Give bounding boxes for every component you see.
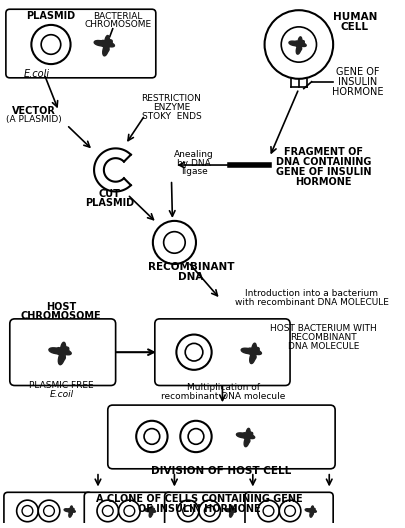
- Circle shape: [38, 500, 60, 522]
- FancyBboxPatch shape: [4, 492, 92, 528]
- Circle shape: [153, 221, 196, 264]
- Text: CHROMOSOME: CHROMOSOME: [84, 21, 151, 30]
- Polygon shape: [94, 35, 114, 56]
- Circle shape: [198, 500, 220, 522]
- Circle shape: [118, 500, 140, 522]
- Text: A CLONE OF CELLS CONTAINING GENE: A CLONE OF CELLS CONTAINING GENE: [95, 494, 301, 504]
- Circle shape: [204, 505, 215, 516]
- Text: PLASMID: PLASMID: [85, 198, 134, 208]
- Circle shape: [17, 500, 38, 522]
- Circle shape: [144, 429, 159, 444]
- Circle shape: [124, 505, 134, 516]
- Circle shape: [102, 505, 113, 516]
- Text: PLASMIC FREE: PLASMIC FREE: [29, 381, 94, 390]
- Circle shape: [163, 232, 185, 253]
- Circle shape: [281, 27, 316, 62]
- Text: ligase: ligase: [180, 167, 207, 176]
- Text: DNA CONTAINING: DNA CONTAINING: [275, 157, 370, 167]
- Polygon shape: [49, 342, 71, 365]
- Text: RECOMBINANT: RECOMBINANT: [289, 333, 356, 342]
- Polygon shape: [144, 506, 155, 517]
- Text: Introduction into a bacterium: Introduction into a bacterium: [245, 289, 377, 298]
- Circle shape: [41, 35, 61, 54]
- Text: HOST BACTERIUM WITH: HOST BACTERIUM WITH: [269, 324, 376, 333]
- Text: (A PLASMID): (A PLASMID): [6, 116, 62, 125]
- Circle shape: [97, 500, 118, 522]
- Circle shape: [136, 421, 167, 452]
- Circle shape: [257, 500, 279, 522]
- Text: ENZYME: ENZYME: [152, 103, 190, 112]
- Text: recombinant DNA molecule: recombinant DNA molecule: [161, 392, 285, 401]
- Text: DIVISION OF HOST CELL: DIVISION OF HOST CELL: [151, 466, 291, 476]
- Text: FRAGMENT OF: FRAGMENT OF: [283, 147, 362, 157]
- Text: HORMONE: HORMONE: [331, 87, 382, 97]
- Text: CUT: CUT: [98, 190, 120, 200]
- Text: GENE OF: GENE OF: [335, 67, 379, 77]
- Text: HORMONE: HORMONE: [294, 177, 351, 187]
- FancyBboxPatch shape: [154, 319, 289, 385]
- Circle shape: [31, 25, 70, 64]
- Text: E.coli: E.coli: [24, 69, 50, 79]
- Circle shape: [279, 500, 300, 522]
- Circle shape: [185, 343, 202, 361]
- FancyBboxPatch shape: [6, 9, 156, 78]
- Polygon shape: [241, 343, 261, 364]
- Text: RESTRICTION: RESTRICTION: [141, 94, 201, 103]
- Text: Anealing: Anealing: [174, 150, 213, 159]
- Circle shape: [176, 335, 211, 370]
- Text: with recombinant DNA MOLECULE: with recombinant DNA MOLECULE: [234, 298, 388, 307]
- Text: GENE OF INSULIN: GENE OF INSULIN: [275, 167, 370, 177]
- Text: PLASMID: PLASMID: [26, 11, 75, 21]
- Text: RECOMBINANT: RECOMBINANT: [147, 262, 234, 272]
- FancyBboxPatch shape: [164, 492, 252, 528]
- FancyBboxPatch shape: [10, 319, 115, 385]
- Text: INSULIN: INSULIN: [337, 77, 376, 87]
- Polygon shape: [305, 506, 315, 517]
- Circle shape: [284, 505, 295, 516]
- Polygon shape: [236, 428, 254, 447]
- Text: VECTOR: VECTOR: [12, 106, 56, 116]
- Text: HOST: HOST: [45, 302, 76, 312]
- Circle shape: [262, 505, 273, 516]
- Text: DNA MOLECULE: DNA MOLECULE: [287, 342, 358, 351]
- Text: HUMAN: HUMAN: [332, 12, 376, 22]
- Text: CHROMOSOME: CHROMOSOME: [20, 311, 101, 321]
- Polygon shape: [64, 506, 75, 517]
- FancyBboxPatch shape: [84, 492, 172, 528]
- Text: CELL: CELL: [340, 22, 368, 32]
- Polygon shape: [94, 148, 130, 192]
- Circle shape: [264, 10, 333, 79]
- Polygon shape: [224, 506, 235, 517]
- Polygon shape: [288, 37, 305, 54]
- FancyBboxPatch shape: [107, 405, 334, 469]
- FancyBboxPatch shape: [244, 492, 333, 528]
- Circle shape: [22, 505, 33, 516]
- Text: Multiplication of: Multiplication of: [186, 383, 259, 392]
- Text: E.coil: E.coil: [49, 390, 74, 399]
- Text: STOKY  ENDS: STOKY ENDS: [141, 111, 201, 120]
- Circle shape: [180, 421, 211, 452]
- Text: OF INSULIN HORMONE: OF INSULIN HORMONE: [137, 504, 260, 514]
- Circle shape: [182, 505, 193, 516]
- Text: DNA: DNA: [178, 272, 203, 282]
- Circle shape: [43, 505, 54, 516]
- Circle shape: [177, 500, 198, 522]
- Text: BACTERIAL: BACTERIAL: [93, 12, 142, 21]
- Circle shape: [188, 429, 203, 444]
- Text: by DNA: by DNA: [177, 158, 210, 167]
